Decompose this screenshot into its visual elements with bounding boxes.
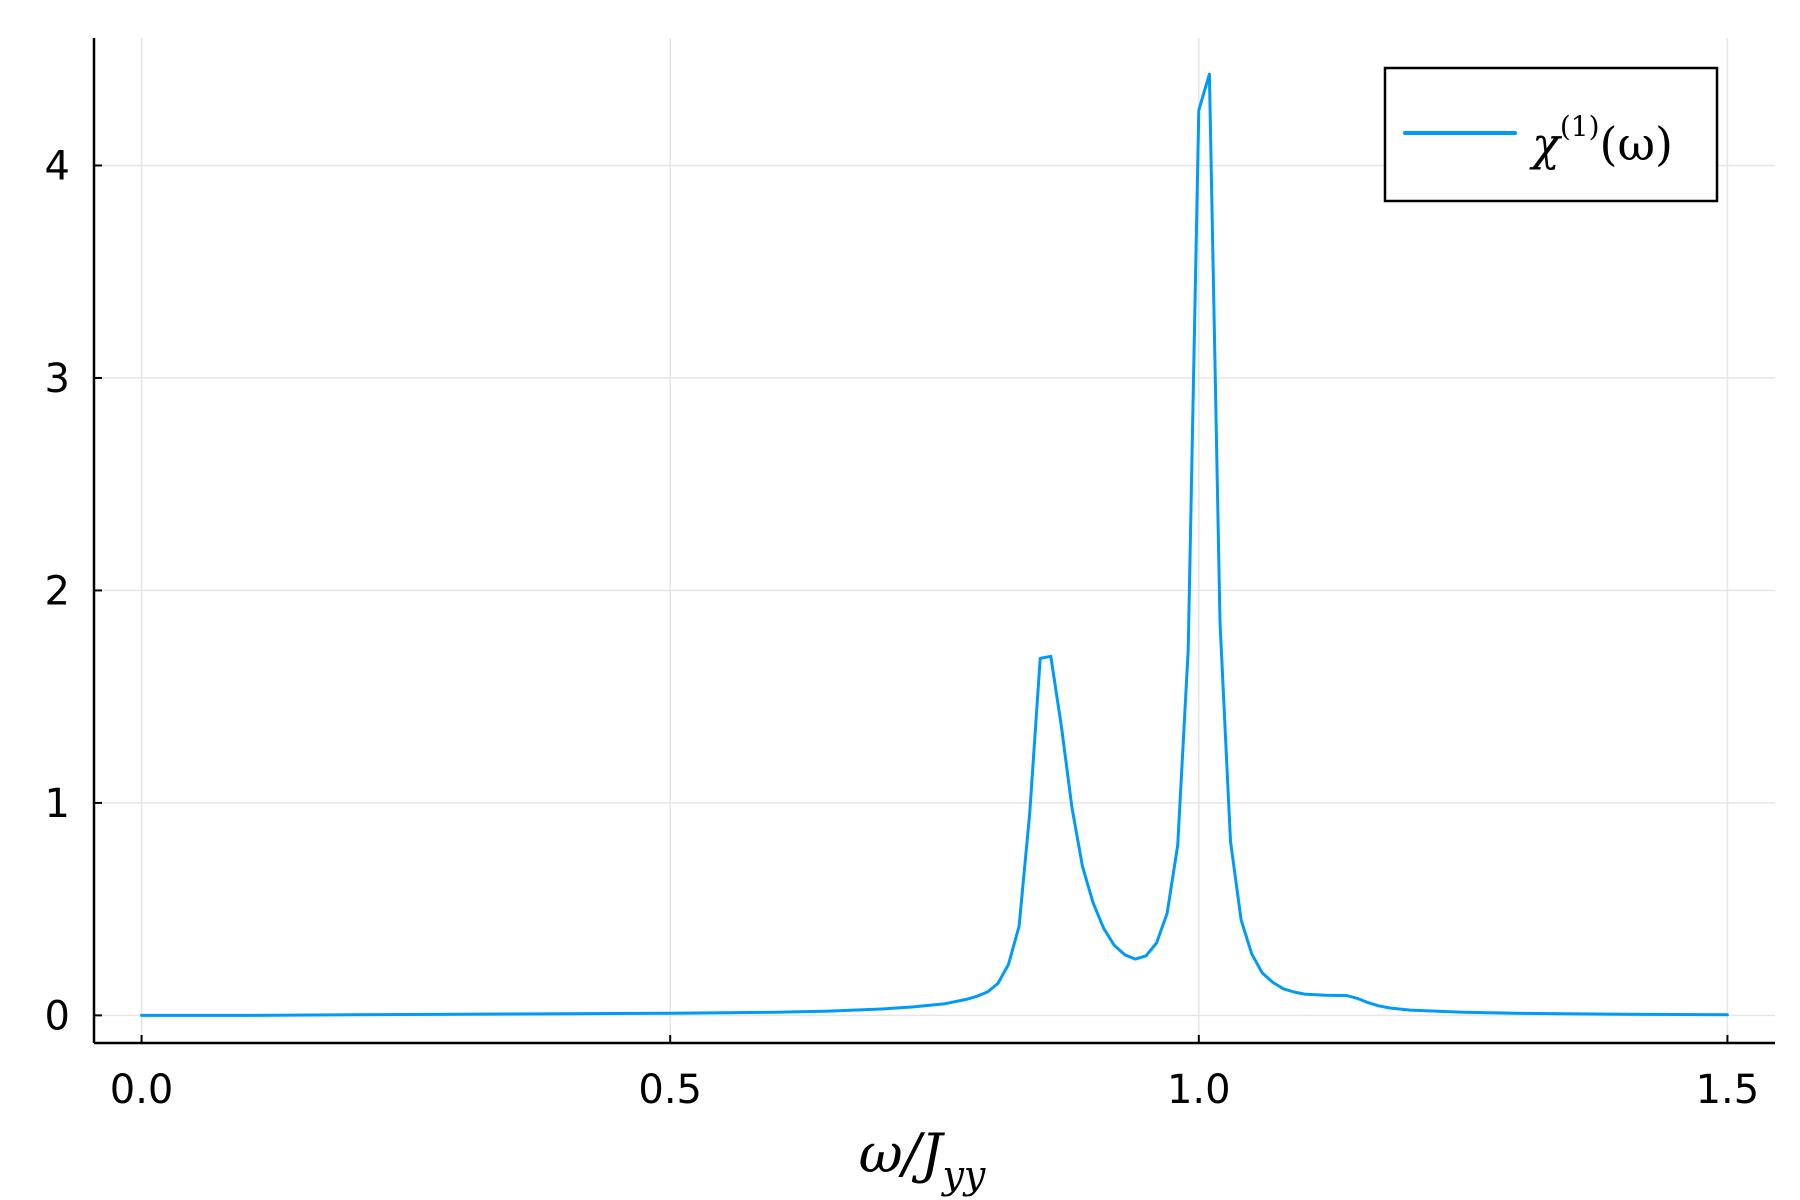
- axes: [92, 38, 1775, 1045]
- tick-labels: 0.0 0.5 1.0 1.5 0 1 2 3 4: [45, 143, 1760, 1113]
- y-tick-label: 0: [45, 993, 70, 1039]
- x-tick-label: 0.0: [110, 1067, 174, 1113]
- legend: χ(1)(ω): [1383, 66, 1719, 203]
- series-group: [140, 72, 1729, 1017]
- x-tick-label: 1.0: [1167, 1067, 1231, 1113]
- legend-label-base: χ: [1529, 117, 1563, 171]
- legend-label-argument: (ω): [1600, 117, 1673, 171]
- legend-label-superscript: (1): [1560, 110, 1600, 143]
- y-tick-label: 4: [45, 143, 70, 189]
- x-tick-label: 1.5: [1696, 1067, 1760, 1113]
- x-axis-label: ω/Jyy: [859, 1122, 986, 1197]
- x-axis-label-subscript: yy: [940, 1153, 985, 1197]
- x-tick-label: 0.5: [638, 1067, 702, 1113]
- series-line: [140, 72, 1729, 1017]
- y-tick-label: 2: [45, 568, 70, 614]
- y-tick-label: 3: [45, 356, 70, 402]
- legend-label: χ(1)(ω): [1529, 110, 1673, 171]
- x-axis-label-base: ω/J: [859, 1122, 946, 1185]
- y-tick-label: 1: [45, 781, 70, 827]
